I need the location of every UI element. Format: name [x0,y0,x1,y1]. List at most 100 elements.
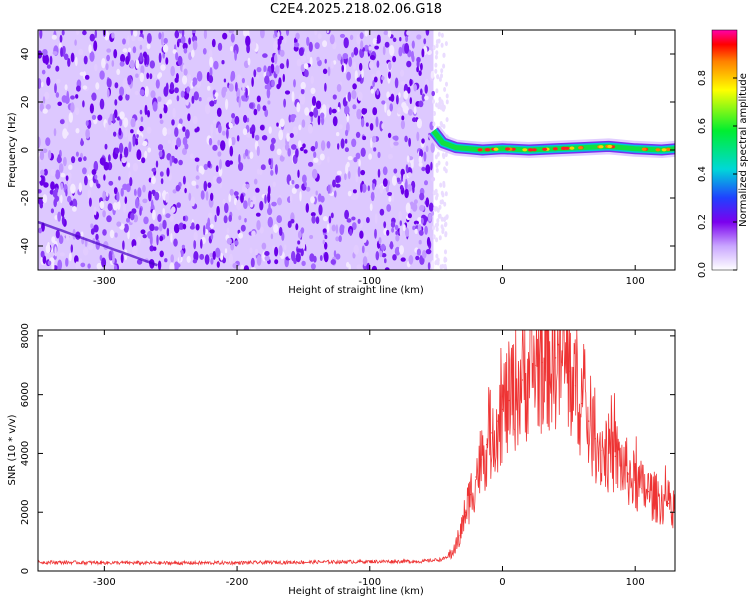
noise-speck-edge [441,229,445,235]
noise-speck [180,90,185,98]
noise-speck [192,40,198,51]
noise-speck-edge [434,62,438,68]
noise-speck [210,233,214,240]
noise-speck [230,243,235,251]
noise-speck [143,216,149,225]
noise-speck [251,77,254,87]
noise-speck [376,60,380,68]
noise-speck [261,135,268,141]
noise-speck [419,204,425,212]
noise-speck [394,224,399,231]
noise-speck [407,184,413,192]
noise-speck [175,263,181,268]
noise-speck [182,215,186,222]
noise-speck [416,60,420,68]
noise-speck [299,191,302,202]
noise-speck [95,233,99,241]
noise-speck [116,68,121,75]
noise-speck [149,223,155,232]
noise-speck [364,30,368,37]
noise-speck [279,63,285,70]
trace-hotspot [641,147,647,151]
noise-speck [217,151,222,157]
noise-speck [113,187,118,195]
noise-speck [132,136,136,147]
noise-speck [252,195,257,205]
noise-speck [400,81,406,86]
noise-speck [425,164,431,175]
noise-speck [286,58,289,69]
noise-speck [419,149,424,158]
noise-speck [409,97,412,105]
noise-speck [399,184,404,191]
noise-speck [315,100,322,110]
noise-speck [348,56,353,67]
noise-speck-edge [441,152,445,158]
noise-speck [394,77,399,89]
noise-speck [256,220,261,231]
noise-speck [346,113,350,123]
noise-speck [296,59,302,67]
noise-speck [169,156,173,167]
noise-speck [189,225,195,230]
noise-speck-edge [444,41,448,47]
noise-speck [159,113,163,119]
noise-speck [205,190,209,201]
noise-speck [331,108,337,114]
noise-speck [322,68,328,75]
noise-speck [142,140,148,147]
noise-speck [324,242,328,250]
noise-speck [134,138,139,146]
noise-speck [370,191,375,202]
noise-speck [159,235,164,242]
noise-speck [228,137,232,148]
noise-speck [381,76,385,81]
noise-speck [413,220,419,225]
noise-speck [146,54,150,66]
noise-speck [171,206,176,213]
noise-speck [101,257,107,268]
noise-speck [191,180,197,186]
noise-speck [421,48,425,58]
noise-speck-edge [442,183,446,188]
noise-speck [313,151,317,159]
noise-speck [255,212,261,217]
noise-speck [431,210,435,216]
noise-speck [52,51,58,56]
noise-speck [156,234,159,246]
noise-speck-edge [435,163,439,168]
noise-speck [94,30,97,39]
noise-speck [407,86,411,94]
noise-speck [172,107,176,118]
noise-speck [118,95,123,101]
noise-speck [160,36,164,46]
noise-speck [222,32,228,40]
noise-speck [187,74,192,85]
noise-speck [157,214,162,222]
noise-speck [356,264,363,270]
noise-speck [195,175,200,180]
noise-speck [191,49,195,58]
noise-speck [418,162,423,167]
noise-speck [416,34,422,40]
noise-speck [291,180,295,185]
noise-speck [309,253,315,262]
noise-speck [135,59,140,69]
noise-speck [82,85,88,90]
noise-speck [342,53,349,60]
noise-speck [345,129,349,137]
noise-speck [244,218,247,223]
noise-speck [306,186,311,192]
noise-speck [176,95,180,102]
noise-speck [230,33,235,43]
noise-speck [301,260,306,267]
noise-speck [147,110,150,118]
noise-speck [38,78,42,89]
trace-hotspot [531,148,537,152]
spectrogram-y-tick-label: -40 [20,238,31,254]
noise-speck [256,95,261,103]
noise-speck [135,197,139,209]
noise-speck [360,40,364,50]
noise-speck [93,206,97,216]
noise-speck [390,90,395,96]
